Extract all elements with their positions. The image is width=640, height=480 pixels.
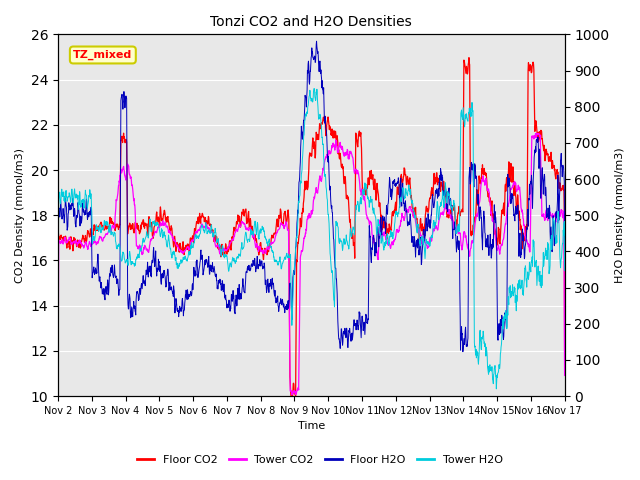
Y-axis label: CO2 Density (mmol/m3): CO2 Density (mmol/m3): [15, 148, 25, 283]
Legend: Floor CO2, Tower CO2, Floor H2O, Tower H2O: Floor CO2, Tower CO2, Floor H2O, Tower H…: [133, 451, 507, 469]
Text: TZ_mixed: TZ_mixed: [73, 50, 132, 60]
Title: Tonzi CO2 and H2O Densities: Tonzi CO2 and H2O Densities: [211, 15, 412, 29]
Y-axis label: H2O Density (mmol/m3): H2O Density (mmol/m3): [615, 147, 625, 283]
X-axis label: Time: Time: [298, 421, 325, 432]
